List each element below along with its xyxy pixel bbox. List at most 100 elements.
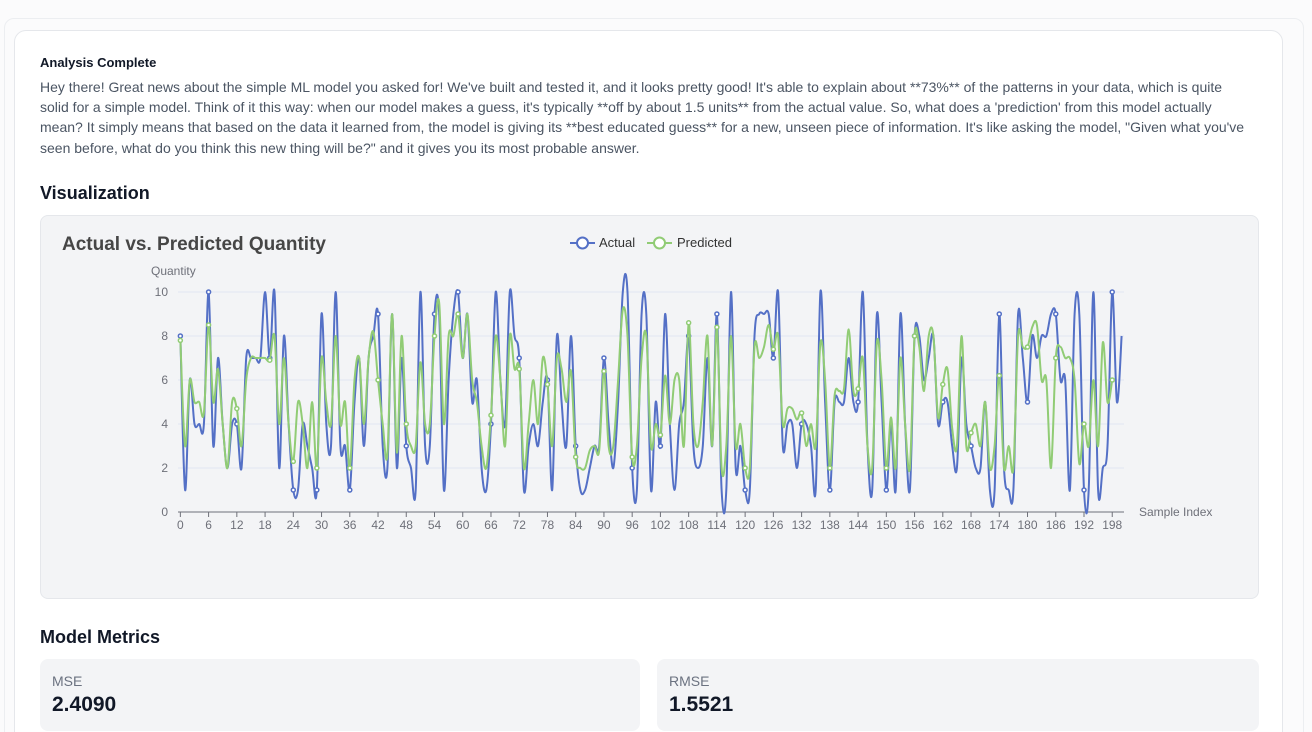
data-point-actual[interactable]: [883, 487, 890, 493]
data-point-predicted[interactable]: [883, 465, 890, 471]
metric-value-mse: 2.4090: [52, 693, 117, 716]
y-axis-title: Quantity: [151, 264, 196, 278]
x-tick-label: 102: [650, 518, 670, 532]
data-point-predicted[interactable]: [714, 324, 720, 330]
data-point-predicted[interactable]: [431, 333, 438, 339]
x-axis-title: Sample Index: [1139, 505, 1212, 519]
data-point-actual[interactable]: [177, 333, 184, 339]
data-point-actual[interactable]: [996, 311, 1003, 317]
y-axis-ticks: 0 2 4 6 8 10: [155, 285, 169, 519]
data-point-predicted[interactable]: [798, 410, 805, 416]
data-point-predicted[interactable]: [544, 381, 551, 388]
data-point-predicted[interactable]: [177, 337, 184, 344]
data-point-predicted[interactable]: [347, 465, 353, 471]
line-chart: Actual vs. Predicted Quantity Actual Pre…: [62, 234, 1212, 532]
data-point-predicted[interactable]: [488, 412, 494, 418]
data-point-actual[interactable]: [827, 487, 833, 493]
data-point-predicted[interactable]: [996, 372, 1003, 379]
data-point-actual[interactable]: [403, 443, 410, 449]
data-point-predicted[interactable]: [403, 421, 410, 427]
data-point-predicted[interactable]: [1081, 421, 1087, 427]
result-card: Analysis Complete Hey there! Great news …: [14, 30, 1283, 732]
x-axis: 0 6 12 18 24 30 36 42 48 54 60 66 72 78 84 90 96 102 108 11…: [177, 511, 1124, 532]
data-point-predicted[interactable]: [855, 386, 861, 392]
model-metrics-heading: Model Metrics: [40, 627, 161, 647]
series-predicted: [177, 298, 1115, 480]
data-point-actual[interactable]: [1053, 311, 1059, 317]
data-point-predicted[interactable]: [290, 458, 297, 465]
x-tick-label: 162: [933, 518, 953, 532]
data-point-predicted[interactable]: [1053, 355, 1059, 361]
x-tick-label: 66: [484, 518, 498, 532]
y-tick-label: 10: [155, 285, 169, 299]
data-point-actual[interactable]: [1081, 487, 1087, 493]
data-point-actual[interactable]: [290, 487, 297, 493]
data-point-predicted[interactable]: [1024, 344, 1031, 350]
data-point-actual[interactable]: [855, 399, 861, 405]
data-point-predicted[interactable]: [657, 432, 664, 438]
x-tick-label: 174: [989, 518, 1009, 532]
x-tick-label: 24: [287, 518, 301, 532]
data-point-predicted[interactable]: [267, 357, 273, 363]
data-point-actual[interactable]: [205, 289, 212, 295]
legend-item-actual[interactable]: Actual: [570, 235, 635, 250]
data-point-predicted[interactable]: [516, 366, 522, 372]
x-tick-label: 192: [1074, 518, 1094, 532]
x-tick-label: 186: [1046, 518, 1066, 532]
legend-item-predicted[interactable]: Predicted: [647, 235, 732, 250]
data-point-actual[interactable]: [629, 465, 635, 471]
x-tick-label: 138: [820, 518, 840, 532]
data-point-predicted[interactable]: [770, 346, 777, 352]
data-point-actual[interactable]: [601, 355, 607, 361]
x-tick-label: 54: [428, 518, 442, 532]
data-point-predicted[interactable]: [572, 454, 579, 460]
x-tick-label: 36: [343, 518, 357, 532]
data-point-predicted[interactable]: [601, 368, 607, 374]
data-point-predicted[interactable]: [455, 311, 461, 317]
x-tick-label: 6: [205, 518, 212, 532]
analysis-message: Hey there! Great news about the simple M…: [40, 79, 1245, 156]
data-point-predicted[interactable]: [911, 333, 918, 339]
data-point-predicted[interactable]: [234, 405, 240, 412]
data-point-actual[interactable]: [375, 311, 381, 317]
series-line-predicted: [179, 298, 1114, 480]
series-layer: [177, 273, 1123, 515]
x-tick-label: 150: [876, 518, 896, 532]
data-point-actual[interactable]: [1024, 399, 1031, 405]
data-point-predicted[interactable]: [968, 430, 974, 436]
x-tick-label: 12: [230, 518, 244, 532]
data-point-actual[interactable]: [347, 487, 353, 493]
data-point-actual[interactable]: [516, 355, 522, 361]
data-point-actual[interactable]: [770, 355, 777, 361]
metric-label-rmse: RMSE: [669, 673, 710, 689]
data-point-predicted[interactable]: [742, 465, 748, 471]
x-tick-label: 132: [792, 518, 812, 532]
y-tick-label: 4: [161, 417, 168, 431]
data-point-actual[interactable]: [657, 443, 664, 449]
data-point-predicted[interactable]: [314, 465, 320, 471]
x-tick-label: 120: [735, 518, 755, 532]
x-tick-label: 126: [763, 518, 783, 532]
data-point-predicted[interactable]: [205, 322, 212, 328]
data-point-predicted[interactable]: [685, 320, 692, 326]
data-point-actual[interactable]: [455, 289, 461, 295]
visualization-heading: Visualization: [40, 183, 150, 203]
data-point-actual[interactable]: [314, 487, 320, 493]
x-tick-label: 72: [513, 518, 527, 532]
data-point-predicted[interactable]: [629, 454, 635, 460]
data-point-predicted[interactable]: [827, 465, 833, 471]
metric-label-mse: MSE: [52, 673, 83, 689]
series-line-actual: [179, 273, 1123, 515]
data-point-actual[interactable]: [714, 311, 720, 317]
data-point-actual[interactable]: [1109, 289, 1115, 295]
legend-label-predicted: Predicted: [677, 235, 732, 250]
data-point-predicted[interactable]: [1109, 377, 1115, 383]
legend-label-actual: Actual: [599, 235, 635, 250]
data-point-actual[interactable]: [742, 487, 748, 493]
x-tick-label: 96: [625, 518, 639, 532]
x-tick-label: 90: [597, 518, 611, 532]
metric-value-rmse: 1.5521: [669, 693, 734, 716]
data-point-predicted[interactable]: [940, 381, 946, 388]
legend: Actual Predicted: [570, 235, 732, 250]
data-point-predicted[interactable]: [375, 377, 381, 383]
